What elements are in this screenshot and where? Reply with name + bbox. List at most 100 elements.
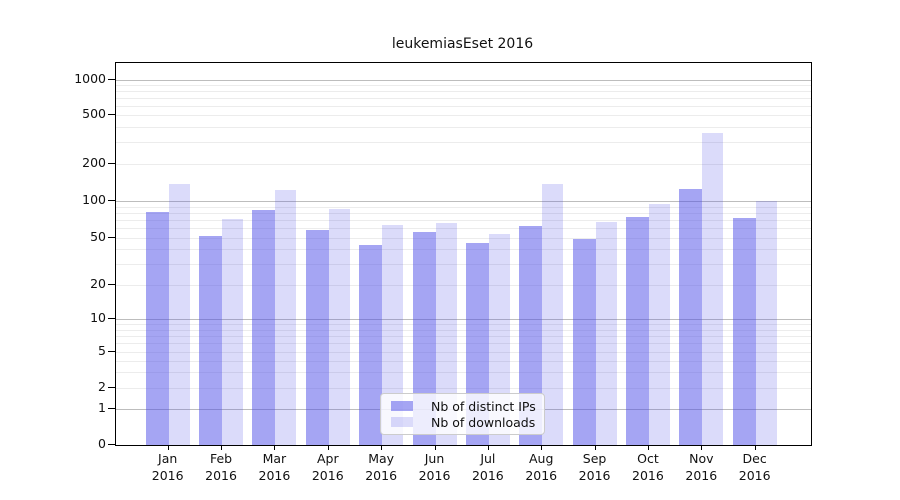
- plot-area: [115, 62, 812, 446]
- y-tick-mark: [108, 351, 115, 352]
- x-tick-mark: [594, 445, 596, 450]
- minor-gridline: [116, 249, 811, 251]
- minor-gridline: [116, 329, 811, 331]
- x-tick-label: Mar 2016: [258, 451, 291, 483]
- bar-distinct-ips-sep: [572, 239, 596, 445]
- minor-gridline: [116, 285, 811, 286]
- minor-gridline: [116, 98, 811, 99]
- x-tick-mark: [327, 445, 329, 450]
- minor-gridline: [116, 142, 811, 144]
- x-tick-label: Nov 2016: [685, 451, 718, 483]
- bar-distinct-ips-mar: [252, 209, 276, 445]
- minor-gridline: [116, 85, 811, 87]
- x-tick-label: Feb 2016: [205, 451, 237, 483]
- x-tick-label: Jun 2016: [418, 451, 451, 483]
- minor-gridline: [116, 335, 811, 337]
- minor-gridline: [116, 91, 811, 93]
- minor-gridline: [116, 220, 811, 222]
- x-tick-mark: [274, 445, 276, 450]
- x-tick-mark: [381, 445, 383, 450]
- y-tick-mark: [108, 408, 115, 409]
- x-tick-label: Jan 2016: [151, 451, 184, 483]
- bar-downloads-aug: [542, 183, 564, 445]
- minor-gridline: [116, 126, 811, 128]
- minor-gridline: [116, 388, 811, 389]
- bar-distinct-ips-aug: [519, 225, 543, 445]
- y-tick-label: 1000: [74, 71, 106, 86]
- legend: Nb of distinct IPs Nb of downloads: [380, 393, 545, 435]
- y-tick-label: 100: [82, 192, 106, 207]
- minor-gridline: [116, 105, 811, 107]
- bar-downloads-mar: [275, 190, 297, 445]
- minor-gridline: [116, 264, 811, 266]
- bar-distinct-ips-jan: [145, 212, 169, 445]
- bar-distinct-ips-nov: [679, 188, 703, 445]
- major-gridline: [116, 319, 811, 320]
- x-tick-mark: [487, 445, 489, 450]
- x-tick-mark: [221, 445, 223, 450]
- y-tick-mark: [108, 318, 115, 319]
- major-gridline: [116, 80, 811, 81]
- y-tick-label: 5: [98, 343, 106, 358]
- x-tick-label: Aug 2016: [525, 451, 558, 483]
- x-tick-mark: [754, 445, 756, 450]
- minor-gridline: [116, 164, 811, 165]
- x-tick-mark: [701, 445, 703, 450]
- minor-gridline: [116, 324, 811, 326]
- y-tick-mark: [108, 114, 115, 115]
- y-tick-label: 20: [90, 276, 106, 291]
- y-tick-label: 500: [82, 106, 106, 121]
- minor-gridline: [116, 228, 811, 230]
- legend-item-downloads: Nb of downloads: [387, 414, 538, 430]
- y-tick-mark: [108, 163, 115, 164]
- x-tick-label: Jul 2016: [471, 451, 504, 483]
- bar-distinct-ips-may: [359, 244, 383, 445]
- minor-gridline: [116, 115, 811, 116]
- bar-distinct-ips-feb: [199, 235, 223, 445]
- x-tick-label: Dec 2016: [738, 451, 771, 483]
- y-tick-mark: [108, 284, 115, 285]
- bar-distinct-ips-oct: [625, 217, 649, 445]
- y-tick-label: 200: [82, 155, 106, 170]
- bar-distinct-ips-dec: [732, 217, 756, 445]
- minor-gridline: [116, 343, 811, 345]
- bar-downloads-may: [382, 224, 404, 445]
- y-tick-label: 0: [98, 436, 106, 451]
- minor-gridline: [116, 360, 811, 362]
- minor-gridline: [116, 352, 811, 353]
- y-tick-label: 1: [98, 400, 106, 415]
- bar-downloads-dec: [755, 201, 777, 445]
- y-tick-label: 10: [90, 310, 106, 325]
- x-tick-mark: [434, 445, 436, 450]
- bar-downloads-jun: [435, 223, 457, 445]
- y-tick-mark: [108, 387, 115, 388]
- chart-title: leukemiasEset 2016: [391, 36, 534, 52]
- minor-gridline: [116, 372, 811, 374]
- minor-gridline: [116, 238, 811, 239]
- x-tick-mark: [647, 445, 649, 450]
- y-tick-mark: [108, 79, 115, 80]
- y-tick-label: 50: [90, 229, 106, 244]
- x-tick-label: Apr 2016: [311, 451, 344, 483]
- minor-gridline: [116, 212, 811, 214]
- bar-downloads-jul: [488, 233, 510, 445]
- y-tick-mark: [108, 200, 115, 201]
- bar-downloads-sep: [595, 221, 617, 445]
- y-tick-label: 2: [98, 379, 106, 394]
- legend-label-downloads: Nb of downloads: [431, 414, 536, 430]
- x-tick-label: Sep 2016: [578, 451, 611, 483]
- bar-downloads-feb: [222, 218, 244, 445]
- y-tick-mark: [108, 444, 115, 445]
- legend-swatch-distinct-ips-icon: [391, 401, 413, 411]
- x-tick-label: May 2016: [365, 451, 398, 483]
- minor-gridline: [116, 206, 811, 208]
- x-tick-mark: [167, 445, 169, 450]
- legend-label-distinct-ips: Nb of distinct IPs: [431, 398, 536, 414]
- bar-distinct-ips-jun: [412, 231, 436, 445]
- legend-item-distinct-ips: Nb of distinct IPs: [387, 398, 538, 414]
- bar-downloads-apr: [328, 209, 350, 445]
- bar-downloads-nov: [702, 132, 724, 445]
- bar-distinct-ips-apr: [305, 230, 329, 445]
- bar-downloads-oct: [648, 203, 670, 445]
